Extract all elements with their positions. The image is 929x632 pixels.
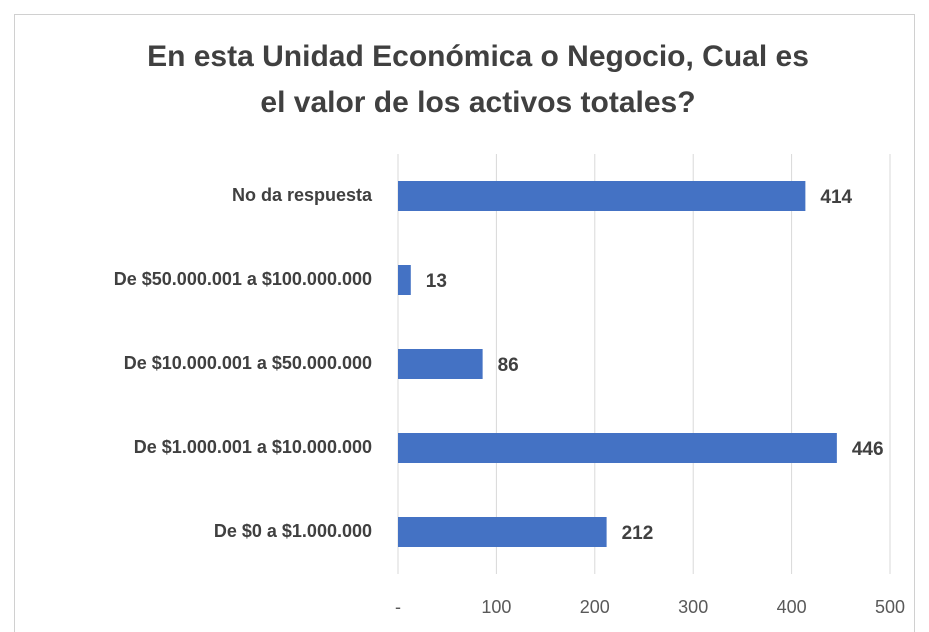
x-tick-label: - [395, 597, 401, 617]
x-tick-label: 400 [777, 597, 807, 617]
x-tick-label: 200 [580, 597, 610, 617]
y-tick-label: De $1.000.001 a $10.000.000 [134, 437, 372, 457]
bar [398, 349, 483, 379]
data-label: 446 [852, 439, 884, 460]
data-label: 13 [426, 271, 447, 292]
chart-title: el valor de los activos totales? [260, 86, 695, 119]
bar [398, 265, 411, 295]
data-label: 414 [820, 187, 852, 208]
data-label: 212 [622, 523, 654, 544]
y-tick-label: De $10.000.001 a $50.000.000 [124, 353, 372, 373]
data-label: 86 [498, 355, 519, 376]
bar [398, 181, 806, 211]
y-tick-label: De $50.000.001 a $100.000.000 [114, 269, 372, 289]
chart-title: En esta Unidad Económica o Negocio, Cual… [147, 40, 809, 73]
y-tick-label: De $0 a $1.000.000 [214, 521, 372, 541]
y-tick-label: No da respuesta [232, 185, 373, 205]
x-tick-label: 500 [875, 597, 905, 617]
bar [398, 433, 837, 463]
x-tick-label: 100 [481, 597, 511, 617]
x-tick-label: 300 [678, 597, 708, 617]
bar [398, 517, 607, 547]
